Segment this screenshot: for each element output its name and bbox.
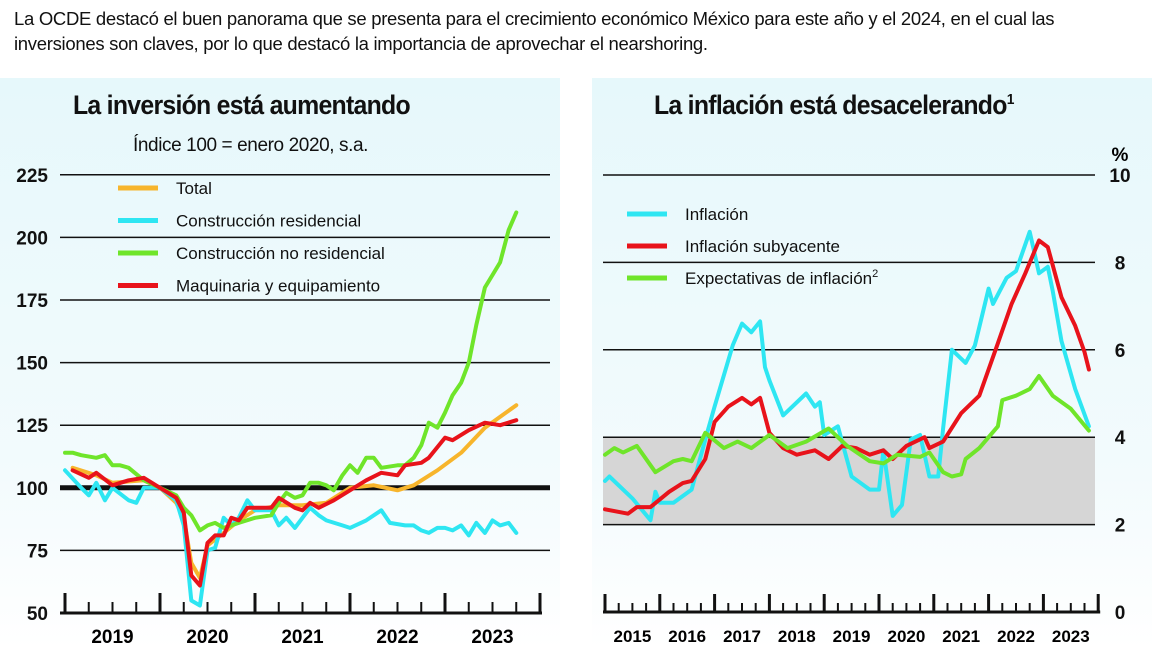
inflation-title-footnote: 1 [1006,91,1015,108]
legend-label: Inflación [685,205,748,224]
x-tick-label: 2020 [186,627,228,648]
inflation-title-text: La inflación está desacelerando [654,90,1007,120]
intro-text: La OCDE destacó el buen panorama que se … [14,8,1055,54]
series-line-maquinaria-y-equipamiento [70,418,519,588]
x-tick-label: 2022 [376,627,418,648]
legend-label: Expectativas de inflación2 [685,268,878,288]
investment-chart-subtitle: Índice 100 = enero 2020, s.a. [133,135,369,156]
x-tick-label: 2023 [1052,627,1090,646]
legend-footnote: 2 [872,268,878,280]
x-tick-label: 2021 [942,627,980,646]
x-tick-label: 2015 [613,627,651,646]
x-tick-label: 2020 [887,627,925,646]
legend-label: Total [176,179,212,198]
y-tick-label: 100 [16,479,48,500]
y-tick-label: 0 [1115,603,1126,624]
y-tick-label: 6 [1115,341,1126,362]
y-tick-label: 125 [16,416,48,437]
x-tick-label: 2017 [723,627,761,646]
investment-chart-title: La inversión está aumentando [73,90,411,120]
legend-label: Maquinaria y equipamiento [176,277,380,296]
legend-label: Construcción no residencial [176,244,385,263]
y-tick-label: 50 [27,604,48,625]
series-line-inflaci-n [603,229,1091,523]
x-tick-label: 2016 [668,627,706,646]
y-tick-label: 4 [1115,428,1126,449]
y-tick-label: 10 [1109,166,1130,187]
y-tick-label: 2 [1115,516,1126,537]
inflation-chart-title: La inflación está desacelerando1 [654,90,1014,121]
series-line-expectativas-de-inflaci-n [603,374,1091,479]
x-tick-label: 2018 [778,627,816,646]
series-line-construcci-n-residencial [63,468,519,608]
y-tick-label: 175 [16,291,48,312]
y-tick-label: 8 [1115,253,1126,274]
y-tick-label: 150 [16,354,48,375]
x-tick-label: 2023 [471,627,513,648]
y-tick-label: 225 [16,166,48,187]
x-tick-label: 2019 [91,627,133,648]
x-tick-label: 2019 [833,627,871,646]
legend-label: Construcción residencial [176,212,361,231]
x-tick-label: 2021 [281,627,324,648]
y-tick-label: 75 [27,541,49,562]
y-axis-unit: % [1112,145,1129,166]
y-tick-label: 200 [16,228,48,249]
legend-label: Inflación subyacente [685,237,840,256]
target-band [603,437,1095,525]
series-line-total [70,403,519,580]
inflation-chart-panel [592,78,1152,648]
x-tick-label: 2022 [997,627,1035,646]
